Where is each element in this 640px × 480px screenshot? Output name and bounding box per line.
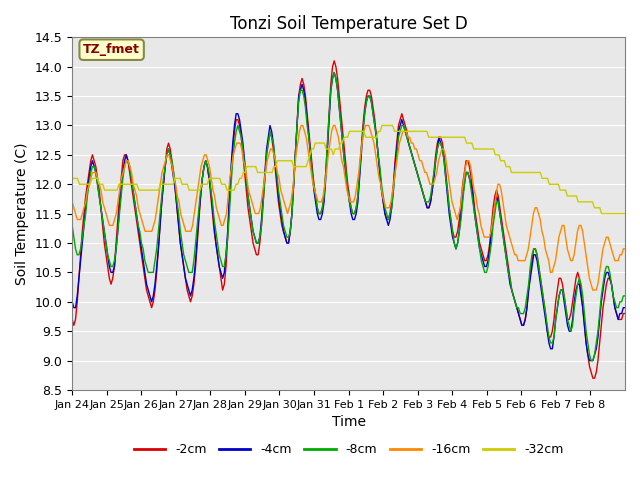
-16cm: [121, 164, 129, 169]
-16cm: [520, 258, 527, 264]
-8cm: [488, 240, 495, 246]
-4cm: [68, 299, 76, 305]
-32cm: [439, 134, 447, 140]
-16cm: [180, 223, 188, 228]
Line: -16cm: -16cm: [72, 125, 625, 290]
-32cm: [598, 211, 605, 216]
-8cm: [354, 193, 362, 199]
-4cm: [586, 358, 593, 363]
-4cm: [474, 234, 482, 240]
-16cm: [621, 246, 629, 252]
-4cm: [330, 70, 338, 75]
-32cm: [621, 211, 629, 216]
-32cm: [416, 129, 424, 134]
-4cm: [506, 281, 514, 287]
-32cm: [533, 169, 541, 175]
-2cm: [330, 58, 338, 64]
-32cm: [241, 169, 249, 175]
-2cm: [68, 316, 76, 322]
-2cm: [493, 187, 500, 193]
-2cm: [138, 252, 145, 258]
-2cm: [474, 228, 482, 234]
-16cm: [457, 205, 465, 211]
Text: TZ_fmet: TZ_fmet: [83, 43, 140, 56]
Line: -32cm: -32cm: [72, 125, 625, 214]
-8cm: [493, 199, 500, 205]
-8cm: [621, 293, 629, 299]
-2cm: [354, 193, 362, 199]
-2cm: [506, 276, 514, 281]
-32cm: [378, 122, 386, 128]
-16cm: [68, 199, 76, 205]
-8cm: [68, 223, 76, 228]
-32cm: [68, 176, 76, 181]
-2cm: [488, 223, 495, 228]
-2cm: [589, 375, 596, 381]
-16cm: [355, 169, 363, 175]
-8cm: [506, 276, 514, 281]
-8cm: [138, 240, 145, 246]
-16cm: [589, 287, 596, 293]
-32cm: [205, 176, 213, 181]
-8cm: [588, 358, 595, 363]
-4cm: [354, 199, 362, 205]
-16cm: [197, 164, 205, 169]
Line: -4cm: -4cm: [72, 72, 625, 360]
-32cm: [398, 129, 406, 134]
Line: -2cm: -2cm: [72, 61, 625, 378]
-4cm: [488, 228, 495, 234]
X-axis label: Time: Time: [332, 415, 365, 429]
Title: Tonzi Soil Temperature Set D: Tonzi Soil Temperature Set D: [230, 15, 467, 33]
-8cm: [474, 234, 482, 240]
-4cm: [138, 246, 145, 252]
Y-axis label: Soil Temperature (C): Soil Temperature (C): [15, 143, 29, 285]
Line: -8cm: -8cm: [72, 72, 625, 360]
-8cm: [330, 70, 338, 75]
-4cm: [621, 305, 629, 311]
-16cm: [297, 122, 305, 128]
Legend: -2cm, -4cm, -8cm, -16cm, -32cm: -2cm, -4cm, -8cm, -16cm, -32cm: [129, 438, 568, 461]
-2cm: [621, 311, 629, 316]
-4cm: [493, 193, 500, 199]
